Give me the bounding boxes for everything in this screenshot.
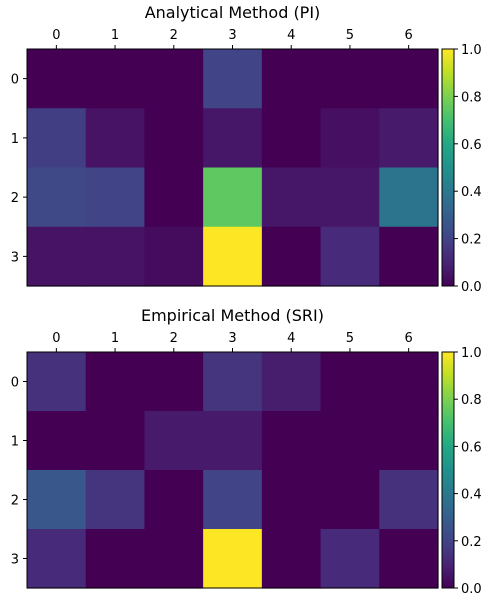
colorbar-tick-label: 0.6 [461, 440, 482, 455]
heatmap-cell [261, 108, 322, 169]
heatmap-cell [85, 167, 146, 228]
x-tick-label: 2 [170, 331, 178, 346]
heatmap-cell [320, 411, 380, 471]
heatmap-cell [320, 108, 380, 169]
colorbar-tick-label: 0.0 [461, 280, 482, 295]
heatmap-cell [203, 167, 263, 228]
x-tick-label: 0 [52, 28, 60, 43]
y-tick-label: 0 [11, 73, 19, 88]
y-tick-label: 3 [11, 553, 19, 568]
heatmap-cell [27, 108, 87, 169]
y-tick-label: 2 [11, 494, 19, 509]
heatmap-cell [261, 352, 322, 412]
heatmap-cell [320, 167, 380, 228]
heatmap-cell [261, 226, 322, 287]
y-tick-label: 0 [11, 376, 19, 391]
x-tick-label: 3 [228, 331, 236, 346]
heatmap-cell [85, 470, 146, 530]
colorbar-tick-label: 1.0 [461, 43, 482, 58]
heatmap-cell [261, 411, 322, 471]
heatmap-cell [85, 529, 146, 589]
colorbar [442, 49, 454, 286]
x-tick-label: 5 [346, 331, 354, 346]
heatmap-cell [27, 352, 87, 412]
heatmap-cell [203, 352, 263, 412]
colorbar-tick-label: 0.4 [461, 185, 482, 200]
heatmap-cell [261, 167, 322, 228]
heatmap-cell [261, 470, 322, 530]
heatmap-cell [144, 352, 204, 412]
heatmap-cell [144, 108, 204, 169]
heatmap-cell [379, 49, 439, 109]
colorbar-tick-label: 0.2 [461, 535, 482, 550]
heatmap-cell [27, 167, 87, 228]
panel-analytical: Analytical Method (PI) 0 1 2 3 4 5 6 0 1 2 3 0.0 0.2 0… [11, 3, 482, 295]
heatmap-cell [203, 529, 263, 589]
heatmap-cell [203, 470, 263, 530]
heatmap-cell [27, 226, 87, 287]
x-tick-label: 2 [170, 28, 178, 43]
colorbar-frame [441, 48, 455, 287]
heatmap-cell [85, 226, 146, 287]
panel-title: Analytical Method (PI) [145, 3, 321, 22]
heatmap-cell [320, 352, 380, 412]
heatmap-cell [379, 352, 439, 412]
heatmap-cell [379, 108, 439, 169]
y-tick-label: 1 [11, 435, 19, 450]
heatmap-cell [203, 226, 263, 287]
colorbar-tick-label: 0.8 [461, 393, 482, 408]
heatmap-cell [144, 167, 204, 228]
heatmap-cell [261, 49, 322, 109]
colorbar-frame [441, 351, 455, 589]
heatmap-cell [144, 49, 204, 109]
colorbar-tick-label: 0.4 [461, 488, 482, 503]
heatmap-cell [203, 108, 263, 169]
x-tick-label: 6 [405, 331, 413, 346]
x-tick-label: 1 [111, 28, 119, 43]
heatmap-cell [27, 411, 87, 471]
heatmap-cell [27, 49, 87, 109]
heatmap-cell [320, 49, 380, 109]
y-tick-label: 1 [11, 132, 19, 147]
x-tick-label: 5 [346, 28, 354, 43]
heatmap-cell [379, 167, 439, 228]
y-tick-label: 3 [11, 250, 19, 265]
heatmap-cell [261, 529, 322, 589]
heatmap-cell [320, 470, 380, 530]
heatmap-cell [85, 49, 146, 109]
heatmap-cell [320, 529, 380, 589]
colorbar-tick-label: 0.8 [461, 90, 482, 105]
colorbar-tick-label: 0.2 [461, 233, 482, 248]
heatmap-cell [85, 411, 146, 471]
heatmap-cell [379, 226, 439, 287]
colorbar-tick-label: 1.0 [461, 346, 482, 361]
x-tick-label: 3 [228, 28, 236, 43]
colorbar [442, 352, 454, 588]
y-tick-label: 2 [11, 191, 19, 206]
heatmap-cell [144, 529, 204, 589]
heatmap-cell [203, 411, 263, 471]
panel-title: Empirical Method (SRI) [141, 306, 324, 325]
heatmap-cell [144, 411, 204, 471]
x-tick-label: 4 [287, 28, 295, 43]
heatmap-cell [27, 470, 87, 530]
heatmap-cell [379, 411, 439, 471]
x-tick-label: 4 [287, 331, 295, 346]
x-tick-label: 6 [405, 28, 413, 43]
heatmap-cell [379, 470, 439, 530]
colorbar-tick-label: 0.0 [461, 582, 482, 597]
colorbar-tick-label: 0.6 [461, 138, 482, 153]
heatmap-cell [144, 470, 204, 530]
panel-empirical: Empirical Method (SRI) 0 1 2 3 4 5 6 0 1 2 3 0.0 0.2 0… [11, 306, 482, 597]
heatmap-cell [144, 226, 204, 287]
x-tick-label: 0 [52, 331, 60, 346]
heatmap-cell [27, 529, 87, 589]
heatmap-cell [320, 226, 380, 287]
heatmap-cell [379, 529, 439, 589]
heatmap-cell [203, 49, 263, 109]
x-tick-label: 1 [111, 331, 119, 346]
heatmap-cell [85, 352, 146, 412]
heatmap-cell [85, 108, 146, 169]
